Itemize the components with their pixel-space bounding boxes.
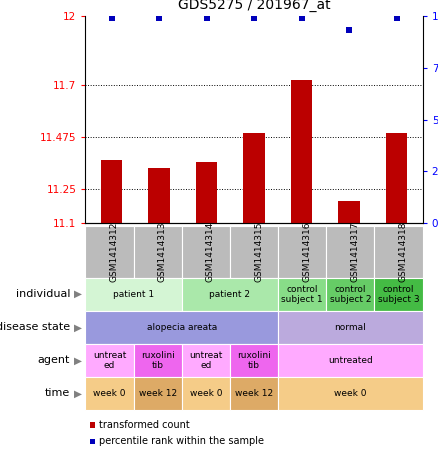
Text: GSM1414317: GSM1414317 [350,222,360,282]
Text: ruxolini
tib: ruxolini tib [141,351,175,370]
Text: transformed count: transformed count [99,420,190,430]
Bar [386,134,407,223]
Text: GSM1414314: GSM1414314 [206,222,215,282]
Text: percentile rank within the sample: percentile rank within the sample [99,436,265,446]
Bar [291,80,312,223]
Text: control
subject 2: control subject 2 [330,284,371,304]
Text: GSM1414313: GSM1414313 [158,222,167,282]
Text: normal: normal [335,323,366,332]
Text: GSM1414315: GSM1414315 [254,222,263,282]
Text: disease state: disease state [0,322,70,333]
Text: alopecia areata: alopecia areata [147,323,217,332]
Text: week 0: week 0 [190,389,222,398]
Bar [148,168,170,223]
Text: ▶: ▶ [74,355,82,366]
Text: week 0: week 0 [93,389,126,398]
Text: week 0: week 0 [334,389,367,398]
Text: GSM1414318: GSM1414318 [399,222,408,282]
Text: agent: agent [38,355,70,366]
Title: GDS5275 / 201967_at: GDS5275 / 201967_at [178,0,330,12]
Text: time: time [45,388,70,399]
Text: ruxolini
tib: ruxolini tib [237,351,271,370]
Text: ▶: ▶ [74,388,82,399]
Text: untreat
ed: untreat ed [189,351,223,370]
Bar [196,162,217,223]
Bar [244,134,265,223]
Text: week 12: week 12 [235,389,273,398]
Text: untreated: untreated [328,356,373,365]
Text: GSM1414312: GSM1414312 [110,222,119,282]
Text: GSM1414316: GSM1414316 [302,222,311,282]
Text: ▶: ▶ [74,322,82,333]
Bar [338,202,360,223]
Text: control
subject 1: control subject 1 [281,284,323,304]
Text: week 12: week 12 [138,389,177,398]
Text: patient 2: patient 2 [209,290,251,299]
Text: patient 1: patient 1 [113,290,154,299]
Text: control
subject 3: control subject 3 [378,284,420,304]
Bar [101,160,122,223]
Text: individual: individual [16,289,70,299]
Text: untreat
ed: untreat ed [93,351,126,370]
Text: ▶: ▶ [74,289,82,299]
